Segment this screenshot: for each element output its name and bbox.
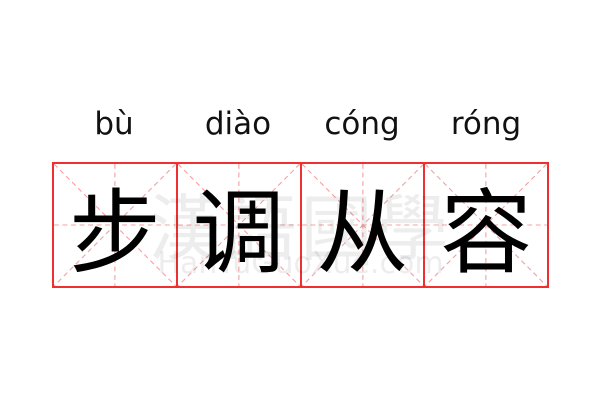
pinyin-2: diào xyxy=(204,106,272,142)
character-cell: 容 xyxy=(425,164,547,287)
guide-lines xyxy=(177,164,300,286)
character: 从 xyxy=(316,179,409,287)
character-cell: 从 xyxy=(301,164,426,287)
character: 容 xyxy=(440,179,533,287)
guide-lines xyxy=(54,164,176,286)
character-cell: 调 xyxy=(177,164,302,287)
guide-lines xyxy=(301,164,424,286)
character: 调 xyxy=(192,179,285,287)
guide-lines xyxy=(425,164,547,286)
pinyin-1: bù xyxy=(94,106,134,142)
pinyin-4: róng xyxy=(450,106,522,142)
character-grid: 步 调 从 容 xyxy=(52,162,549,288)
character: 步 xyxy=(68,179,161,287)
pinyin-3: cóng xyxy=(324,106,400,142)
character-cell: 步 xyxy=(54,164,178,287)
